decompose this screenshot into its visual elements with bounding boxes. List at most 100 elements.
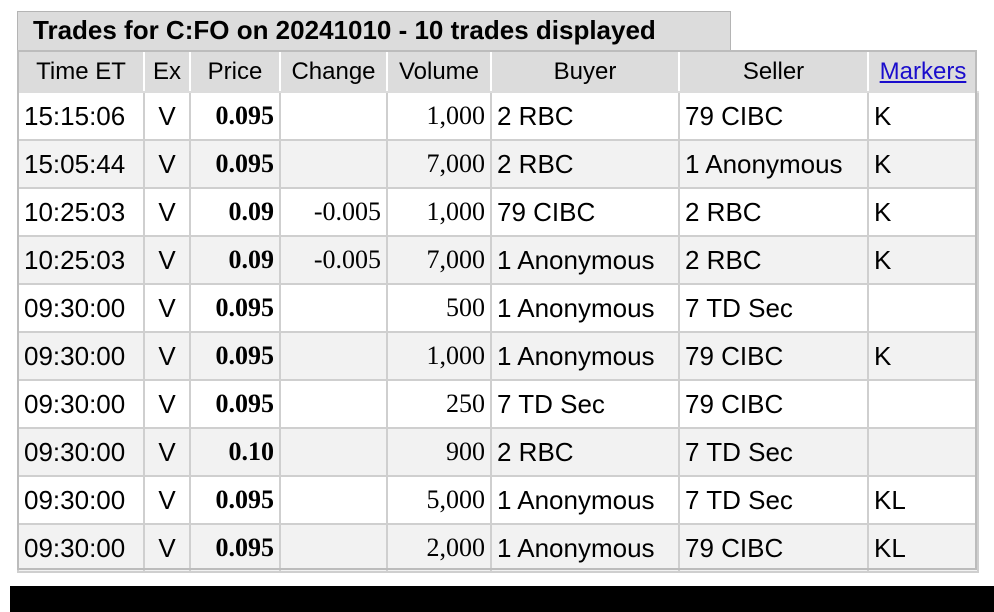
- trade-buyer: 1 Anonymous: [490, 235, 680, 285]
- trade-seller: 79 CIBC: [678, 91, 869, 141]
- trade-change: [279, 331, 388, 381]
- trade-buyer: 7 TD Sec: [490, 379, 680, 429]
- header-row: Time ET Ex Price Change Volume Buyer Sel…: [17, 50, 979, 93]
- trade-change: -0.005: [279, 187, 388, 237]
- trade-volume: 900: [386, 427, 492, 477]
- column-header-change: Change: [279, 50, 388, 93]
- trade-time: 09:30:00: [17, 331, 145, 381]
- trade-exchange: V: [143, 139, 191, 189]
- trade-markers: K: [867, 235, 979, 285]
- column-header-ex: Ex: [143, 50, 191, 93]
- trade-price: 0.095: [189, 283, 281, 333]
- trade-change: [279, 283, 388, 333]
- trade-price: 0.09: [189, 187, 281, 237]
- trade-change: [279, 91, 388, 141]
- trade-seller: 7 TD Sec: [678, 475, 869, 525]
- trade-price: 0.095: [189, 91, 281, 141]
- trade-buyer: 2 RBC: [490, 139, 680, 189]
- trade-time: 09:30:00: [17, 379, 145, 429]
- table-row: 15:05:44 V 0.095 7,000 2 RBC 1 Anonymous K: [17, 139, 979, 189]
- trade-seller: 2 RBC: [678, 235, 869, 285]
- trade-seller: 79 CIBC: [678, 331, 869, 381]
- column-header-markers: Markers: [867, 50, 979, 93]
- table-row: 10:25:03 V 0.09 -0.005 1,000 79 CIBC 2 RBC K: [17, 187, 979, 237]
- trade-price: 0.095: [189, 475, 281, 525]
- trade-price: 0.09: [189, 235, 281, 285]
- trade-volume: 5,000: [386, 475, 492, 525]
- trade-seller: 7 TD Sec: [678, 283, 869, 333]
- trade-buyer: 1 Anonymous: [490, 475, 680, 525]
- table-row: 09:30:00 V 0.10 900 2 RBC 7 TD Sec: [17, 427, 979, 477]
- trade-seller: 79 CIBC: [678, 523, 869, 573]
- trade-buyer: 2 RBC: [490, 427, 680, 477]
- table-row: 09:30:00 V 0.095 5,000 1 Anonymous 7 TD Sec KL: [17, 475, 979, 525]
- trades-table: Time ET Ex Price Change Volume Buyer Sel…: [17, 50, 979, 573]
- trade-time: 15:15:06: [17, 91, 145, 141]
- trade-seller: 79 CIBC: [678, 379, 869, 429]
- trade-buyer: 1 Anonymous: [490, 331, 680, 381]
- column-header-price: Price: [189, 50, 281, 93]
- trade-volume: 1,000: [386, 331, 492, 381]
- trade-time: 09:30:00: [17, 427, 145, 477]
- trade-markers: [867, 283, 979, 333]
- column-header-volume: Volume: [386, 50, 492, 93]
- trade-exchange: V: [143, 187, 191, 237]
- trade-change: -0.005: [279, 235, 388, 285]
- trade-price: 0.095: [189, 523, 281, 573]
- trade-exchange: V: [143, 523, 191, 573]
- column-header-seller: Seller: [678, 50, 869, 93]
- trade-volume: 250: [386, 379, 492, 429]
- trade-exchange: V: [143, 91, 191, 141]
- trade-markers: K: [867, 187, 979, 237]
- trade-time: 15:05:44: [17, 139, 145, 189]
- trade-exchange: V: [143, 331, 191, 381]
- markers-link[interactable]: Markers: [879, 57, 967, 85]
- trade-exchange: V: [143, 475, 191, 525]
- trade-volume: 500: [386, 283, 492, 333]
- trade-volume: 7,000: [386, 139, 492, 189]
- trade-buyer: 1 Anonymous: [490, 523, 680, 573]
- trade-buyer: 79 CIBC: [490, 187, 680, 237]
- trade-change: [279, 139, 388, 189]
- page-title: Trades for C:FO on 20241010 - 10 trades …: [17, 11, 731, 50]
- trade-markers: KL: [867, 523, 979, 573]
- trade-seller: 7 TD Sec: [678, 427, 869, 477]
- column-header-buyer: Buyer: [490, 50, 680, 93]
- trade-change: [279, 379, 388, 429]
- table-row: 09:30:00 V 0.095 1,000 1 Anonymous 79 CIBC K: [17, 331, 979, 381]
- trade-volume: 2,000: [386, 523, 492, 573]
- trade-seller: 2 RBC: [678, 187, 869, 237]
- trade-change: [279, 427, 388, 477]
- trade-change: [279, 523, 388, 573]
- trade-markers: K: [867, 139, 979, 189]
- column-header-time: Time ET: [17, 50, 145, 93]
- trade-exchange: V: [143, 283, 191, 333]
- table-row: 09:30:00 V 0.095 2,000 1 Anonymous 79 CIBC KL: [17, 523, 979, 573]
- trade-price: 0.095: [189, 139, 281, 189]
- table-row: 09:30:00 V 0.095 250 7 TD Sec 79 CIBC: [17, 379, 979, 429]
- trade-exchange: V: [143, 235, 191, 285]
- trade-exchange: V: [143, 379, 191, 429]
- trade-time: 09:30:00: [17, 475, 145, 525]
- trade-markers: [867, 427, 979, 477]
- trade-volume: 1,000: [386, 91, 492, 141]
- trade-time: 10:25:03: [17, 235, 145, 285]
- trade-markers: K: [867, 91, 979, 141]
- table-row: 09:30:00 V 0.095 500 1 Anonymous 7 TD Sec: [17, 283, 979, 333]
- trade-price: 0.095: [189, 331, 281, 381]
- bottom-bar: [10, 586, 994, 612]
- trade-time: 09:30:00: [17, 523, 145, 573]
- trade-buyer: 2 RBC: [490, 91, 680, 141]
- trade-markers: K: [867, 331, 979, 381]
- trade-volume: 7,000: [386, 235, 492, 285]
- trade-buyer: 1 Anonymous: [490, 283, 680, 333]
- trade-markers: [867, 379, 979, 429]
- trade-time: 10:25:03: [17, 187, 145, 237]
- trades-body: 15:15:06 V 0.095 1,000 2 RBC 79 CIBC K 15:05:44…: [17, 91, 979, 573]
- trade-time: 09:30:00: [17, 283, 145, 333]
- table-row: 15:15:06 V 0.095 1,000 2 RBC 79 CIBC K: [17, 91, 979, 141]
- trade-exchange: V: [143, 427, 191, 477]
- trade-volume: 1,000: [386, 187, 492, 237]
- trade-markers: KL: [867, 475, 979, 525]
- table-row: 10:25:03 V 0.09 -0.005 7,000 1 Anonymous 2 RBC…: [17, 235, 979, 285]
